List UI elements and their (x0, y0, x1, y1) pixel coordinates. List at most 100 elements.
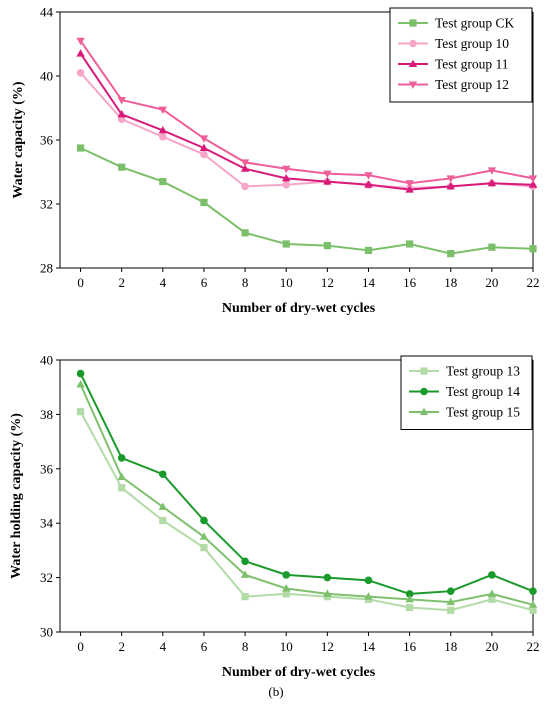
data-point (282, 240, 290, 248)
legend-label: Test group 11 (435, 57, 509, 72)
data-point (158, 502, 168, 510)
data-point (323, 177, 332, 185)
data-point (364, 576, 373, 585)
legend-marker (409, 19, 417, 27)
data-point (118, 484, 126, 492)
data-point (200, 198, 208, 206)
y-tick-label: 32 (40, 197, 53, 212)
legend-marker (419, 407, 429, 415)
data-point (405, 185, 414, 193)
data-point (282, 174, 291, 182)
data-point (241, 557, 249, 566)
data-point (76, 49, 85, 57)
legend-marker (408, 59, 418, 67)
data-point (446, 175, 455, 183)
data-point (158, 126, 168, 134)
data-point (488, 595, 496, 603)
data-point (323, 170, 332, 178)
x-tick-label: 0 (77, 275, 84, 290)
x-tick-label: 16 (403, 275, 417, 290)
data-point (446, 182, 455, 190)
y-tick-label: 40 (40, 69, 53, 84)
series-line (79, 373, 534, 595)
data-point (240, 164, 250, 172)
data-point (323, 242, 331, 250)
data-point (76, 69, 85, 77)
data-point (200, 544, 208, 552)
data-point (282, 181, 291, 189)
legend-label: Test group 15 (446, 405, 520, 420)
data-point (488, 243, 496, 251)
data-point (118, 163, 126, 171)
x-tick-label: 10 (280, 275, 293, 290)
data-point (446, 597, 455, 606)
x-tick-label: 6 (201, 275, 208, 290)
series-line (80, 147, 534, 255)
data-point (159, 516, 167, 525)
x-tick-label: 6 (201, 639, 208, 654)
data-point (487, 167, 497, 175)
y-tick-label: 40 (40, 353, 53, 368)
data-point (199, 143, 209, 151)
data-point (76, 408, 85, 416)
y-tick-label: 38 (40, 407, 53, 422)
x-tick-label: 4 (160, 639, 167, 654)
data-point (446, 587, 455, 595)
data-point (487, 589, 497, 597)
data-point (487, 178, 497, 187)
data-point (76, 37, 85, 46)
x-axis-title: Number of dry-wet cycles (222, 301, 376, 316)
data-point (117, 110, 126, 118)
y-tick-label: 32 (40, 570, 53, 585)
x-tick-label: 2 (118, 275, 125, 290)
y-tick-label: 36 (40, 133, 54, 148)
x-tick-label: 18 (444, 639, 457, 654)
data-point (405, 594, 414, 603)
data-point (405, 590, 414, 598)
legend-label: Test group 10 (435, 36, 509, 51)
data-point (529, 245, 537, 253)
chart-bottom: 0 2 4 6 8 10 12 14 16 18 20 22 30 32 34 36 38 40 Number of… (9, 353, 540, 681)
legend-label: Test group CK (435, 16, 515, 31)
data-point (199, 532, 209, 540)
x-tick-label: 2 (118, 639, 125, 654)
data-point (240, 159, 250, 167)
x-tick-label: 20 (485, 275, 498, 290)
series-line (79, 411, 534, 612)
data-point (364, 246, 373, 254)
data-point (117, 97, 126, 105)
x-axis-title: Number of dry-wet cycles (222, 665, 376, 680)
data-point (241, 229, 249, 237)
data-point (282, 584, 291, 592)
data-point (240, 570, 250, 578)
x-tick-label: 12 (321, 639, 334, 654)
data-point (529, 606, 537, 614)
data-point (76, 369, 85, 378)
data-point (447, 250, 455, 258)
x-tick-label: 14 (362, 639, 376, 654)
x-tick-label: 18 (444, 275, 457, 290)
x-tick-label: 10 (280, 639, 293, 654)
data-point (529, 587, 537, 595)
data-point (282, 165, 291, 174)
data-point (117, 472, 126, 480)
y-tick-label: 44 (40, 5, 54, 20)
x-tick-label: 8 (242, 639, 249, 654)
legend-label: Test group 12 (435, 77, 509, 92)
data-point (282, 571, 291, 579)
data-point (528, 600, 538, 608)
x-tick-label: 0 (77, 639, 84, 654)
x-tick-label: 22 (527, 639, 540, 654)
data-point (200, 516, 208, 525)
legend-label: Test group 13 (446, 364, 520, 379)
data-point (364, 180, 373, 188)
y-tick-label: 36 (40, 461, 54, 476)
data-point (528, 180, 538, 188)
data-point (528, 175, 538, 183)
data-point (406, 240, 414, 248)
data-point (159, 178, 167, 186)
data-point (364, 592, 373, 600)
series-line (79, 40, 534, 185)
x-tick-label: 22 (527, 275, 540, 290)
